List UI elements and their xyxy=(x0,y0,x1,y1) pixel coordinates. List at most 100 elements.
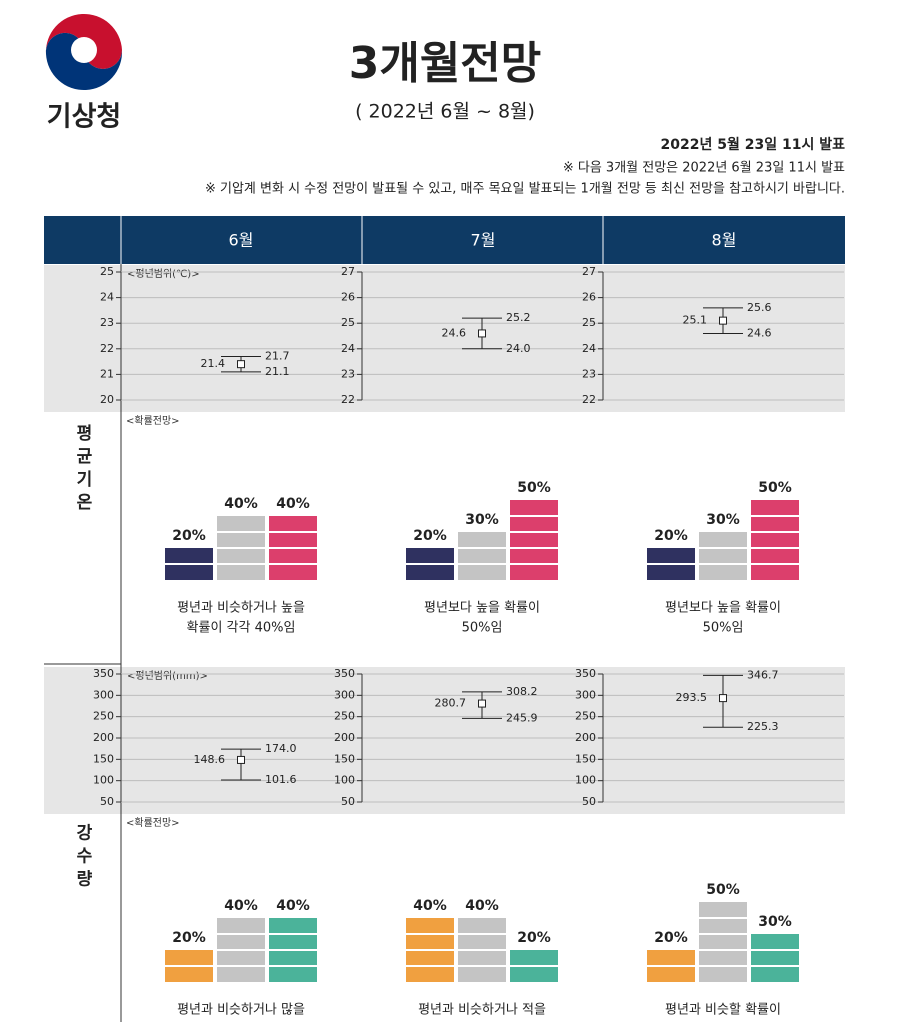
range-band xyxy=(44,265,845,412)
prob-value: 40% xyxy=(413,898,447,914)
high-label: 174.0 xyxy=(265,742,297,755)
y-tick-label: 22 xyxy=(582,393,596,406)
y-tick-label: 25 xyxy=(100,265,114,278)
range-mean xyxy=(719,316,727,325)
y-tick-label: 350 xyxy=(334,667,355,680)
prob-value: 40% xyxy=(276,898,310,914)
caption: 평년과 비슷하거나 적을 xyxy=(418,1003,546,1018)
range-label: <평년범위(mm)> xyxy=(127,669,208,682)
y-tick-label: 100 xyxy=(334,774,355,787)
y-tick-label: 250 xyxy=(575,710,596,723)
y-tick-label: 100 xyxy=(575,774,596,787)
y-tick-label: 24 xyxy=(582,342,596,355)
range-mean xyxy=(237,360,245,369)
range-mean xyxy=(237,755,245,764)
y-tick-label: 50 xyxy=(341,795,355,808)
prob-block xyxy=(699,532,747,580)
mean-label: 21.4 xyxy=(201,357,226,370)
y-tick-label: 150 xyxy=(575,752,596,765)
caption: 50%임 xyxy=(462,621,503,636)
prob-value: 30% xyxy=(758,914,792,930)
prob-value: 20% xyxy=(172,930,206,946)
row-label: 강수량 xyxy=(72,823,92,892)
prob-value: 30% xyxy=(465,512,499,528)
logo-center xyxy=(71,37,97,63)
mean-label: 148.6 xyxy=(194,753,226,766)
period: ( 2022년 6월 ~ 8월) xyxy=(355,101,535,123)
y-tick-label: 26 xyxy=(582,291,596,304)
prob-value: 20% xyxy=(517,930,551,946)
prob-block xyxy=(510,500,558,580)
prob-value: 20% xyxy=(654,930,688,946)
y-tick-label: 200 xyxy=(575,731,596,744)
caption: 평년과 비슷하거나 많을 xyxy=(177,1003,305,1018)
note: ※ 기압계 변화 시 수정 전망이 발표될 수 있고, 매주 목요일 발표되는 … xyxy=(205,182,845,197)
prob-block xyxy=(751,500,799,580)
caption: 평년과 비슷할 확률이 xyxy=(665,1003,781,1018)
low-label: 21.1 xyxy=(265,365,290,378)
prob-value: 20% xyxy=(413,528,447,544)
y-tick-label: 200 xyxy=(93,731,114,744)
caption: 50%임 xyxy=(703,621,744,636)
table-header xyxy=(44,216,845,264)
y-tick-label: 20 xyxy=(100,393,114,406)
issued: 2022년 5월 23일 11시 발표 xyxy=(661,136,846,153)
prob-value: 40% xyxy=(224,898,258,914)
prob-value: 50% xyxy=(517,480,551,496)
y-tick-label: 250 xyxy=(93,710,114,723)
y-tick-label: 200 xyxy=(334,731,355,744)
low-label: 24.0 xyxy=(506,342,531,355)
low-label: 225.3 xyxy=(747,720,779,733)
y-tick-label: 24 xyxy=(100,291,114,304)
caption: 평년과 비슷하거나 높을 xyxy=(177,601,305,616)
y-tick-label: 50 xyxy=(100,795,114,808)
y-tick-label: 150 xyxy=(334,752,355,765)
prob-value: 30% xyxy=(706,512,740,528)
high-label: 25.2 xyxy=(506,311,531,324)
range-band xyxy=(44,667,845,814)
y-tick-label: 24 xyxy=(341,342,355,355)
prob-value: 40% xyxy=(276,496,310,512)
prob-value: 20% xyxy=(654,528,688,544)
prob-value: 50% xyxy=(758,480,792,496)
note: ※ 다음 3개월 전망은 2022년 6월 23일 11시 발표 xyxy=(563,161,845,176)
high-label: 25.6 xyxy=(747,301,772,314)
prob-block xyxy=(458,532,506,580)
high-label: 346.7 xyxy=(747,668,779,681)
y-tick-label: 26 xyxy=(341,291,355,304)
y-tick-label: 23 xyxy=(100,316,114,329)
prob-label: <확률전망> xyxy=(126,817,180,829)
y-tick-label: 150 xyxy=(93,752,114,765)
range-mean xyxy=(478,699,486,708)
y-tick-label: 23 xyxy=(582,367,596,380)
high-label: 21.7 xyxy=(265,349,290,362)
low-label: 245.9 xyxy=(506,711,538,724)
prob-value: 20% xyxy=(172,528,206,544)
month: 7월 xyxy=(471,231,496,250)
y-tick-label: 350 xyxy=(93,667,114,680)
y-tick-label: 100 xyxy=(93,774,114,787)
y-tick-label: 300 xyxy=(334,688,355,701)
mean-label: 24.6 xyxy=(442,326,467,339)
prob-value: 40% xyxy=(224,496,258,512)
y-tick-label: 25 xyxy=(582,316,596,329)
caption: 확률이 각각 40%임 xyxy=(187,621,296,636)
y-tick-label: 300 xyxy=(93,688,114,701)
month: 8월 xyxy=(712,231,737,250)
low-label: 24.6 xyxy=(747,326,772,339)
y-tick-label: 350 xyxy=(575,667,596,680)
y-tick-label: 23 xyxy=(341,367,355,380)
logo: 기상청 xyxy=(44,10,124,133)
y-tick-label: 22 xyxy=(341,393,355,406)
caption: 평년보다 높을 확률이 xyxy=(665,601,781,616)
y-tick-label: 21 xyxy=(100,367,114,380)
prob-value: 40% xyxy=(465,898,499,914)
high-label: 308.2 xyxy=(506,685,538,698)
y-tick-label: 50 xyxy=(582,795,596,808)
caption: 평년보다 높을 확률이 xyxy=(424,601,540,616)
y-tick-label: 27 xyxy=(582,265,596,278)
y-tick-label: 27 xyxy=(341,265,355,278)
range-mean xyxy=(478,329,486,338)
org-name: 기상청 xyxy=(47,102,122,133)
